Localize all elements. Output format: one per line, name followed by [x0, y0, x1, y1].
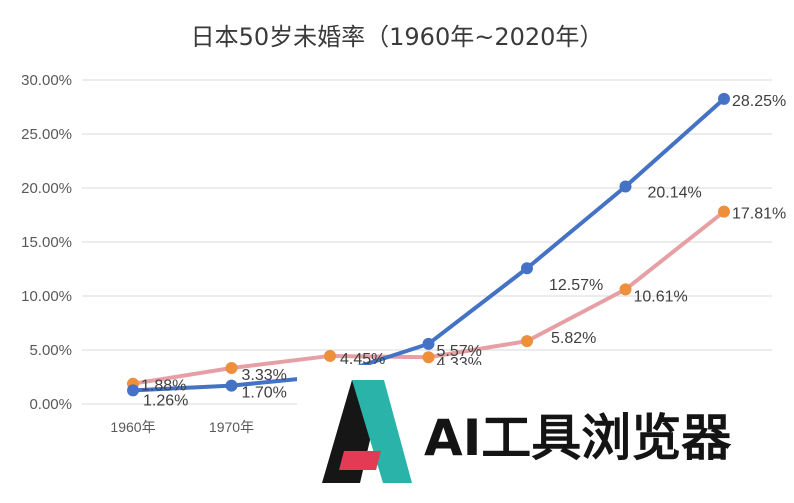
chart-title: 日本50岁未婚率（1960年~2020年）: [191, 23, 604, 51]
data-label: 17.81%: [732, 206, 786, 223]
grid-lines: [82, 79, 772, 405]
data-label: 5.82%: [551, 330, 596, 347]
y-tick-label: 0.00%: [29, 396, 72, 413]
series-layer: [127, 92, 730, 397]
y-tick-label: 30.00%: [21, 72, 72, 89]
watermark-text: AI工具浏览器: [424, 409, 732, 467]
data-label: 3.33%: [242, 367, 287, 384]
logo-right-stroke: [352, 380, 412, 483]
data-label: 10.61%: [634, 288, 688, 305]
y-tick-label: 25.00%: [21, 126, 72, 143]
data-label: 1.70%: [242, 385, 287, 402]
series-1-point: [127, 384, 139, 397]
y-tick-label: 20.00%: [21, 180, 72, 197]
data-labels: 1.26%1.70%2.60%5.57%12.57%20.14%28.25%1.…: [141, 93, 786, 409]
y-axis-ticks: 0.00% 5.00% 10.00% 15.00% 20.00% 25.00% 30.00%: [21, 72, 72, 413]
data-label: 12.57%: [549, 277, 603, 294]
logo-crossbar: [339, 451, 381, 470]
series-2-point: [422, 351, 435, 364]
data-label: 28.25%: [732, 93, 786, 110]
series-2-point: [324, 349, 336, 362]
series-1-point: [718, 92, 730, 105]
y-tick-label: 15.00%: [21, 234, 72, 251]
series-2-point: [718, 205, 730, 218]
series-2-point: [619, 283, 632, 296]
data-label: 20.14%: [648, 184, 702, 201]
x-tick-label: 1970年: [209, 419, 254, 435]
series-1-point: [619, 180, 632, 193]
series-1-point: [521, 262, 533, 275]
watermark: AI工具浏览器: [297, 365, 794, 503]
data-label: 5.57%: [437, 343, 482, 360]
watermark-logo: [322, 380, 412, 483]
data-label: 1.88%: [141, 378, 186, 395]
y-tick-label: 5.00%: [29, 342, 72, 359]
data-label: 1.26%: [143, 392, 188, 409]
y-tick-label: 10.00%: [21, 288, 72, 305]
x-tick-label: 1960年: [110, 419, 155, 435]
data-label: 4.45%: [340, 351, 385, 368]
series-1-point: [422, 337, 435, 350]
series-2-point: [225, 362, 238, 375]
series-1-point: [225, 379, 238, 392]
series-2-point: [521, 335, 533, 348]
